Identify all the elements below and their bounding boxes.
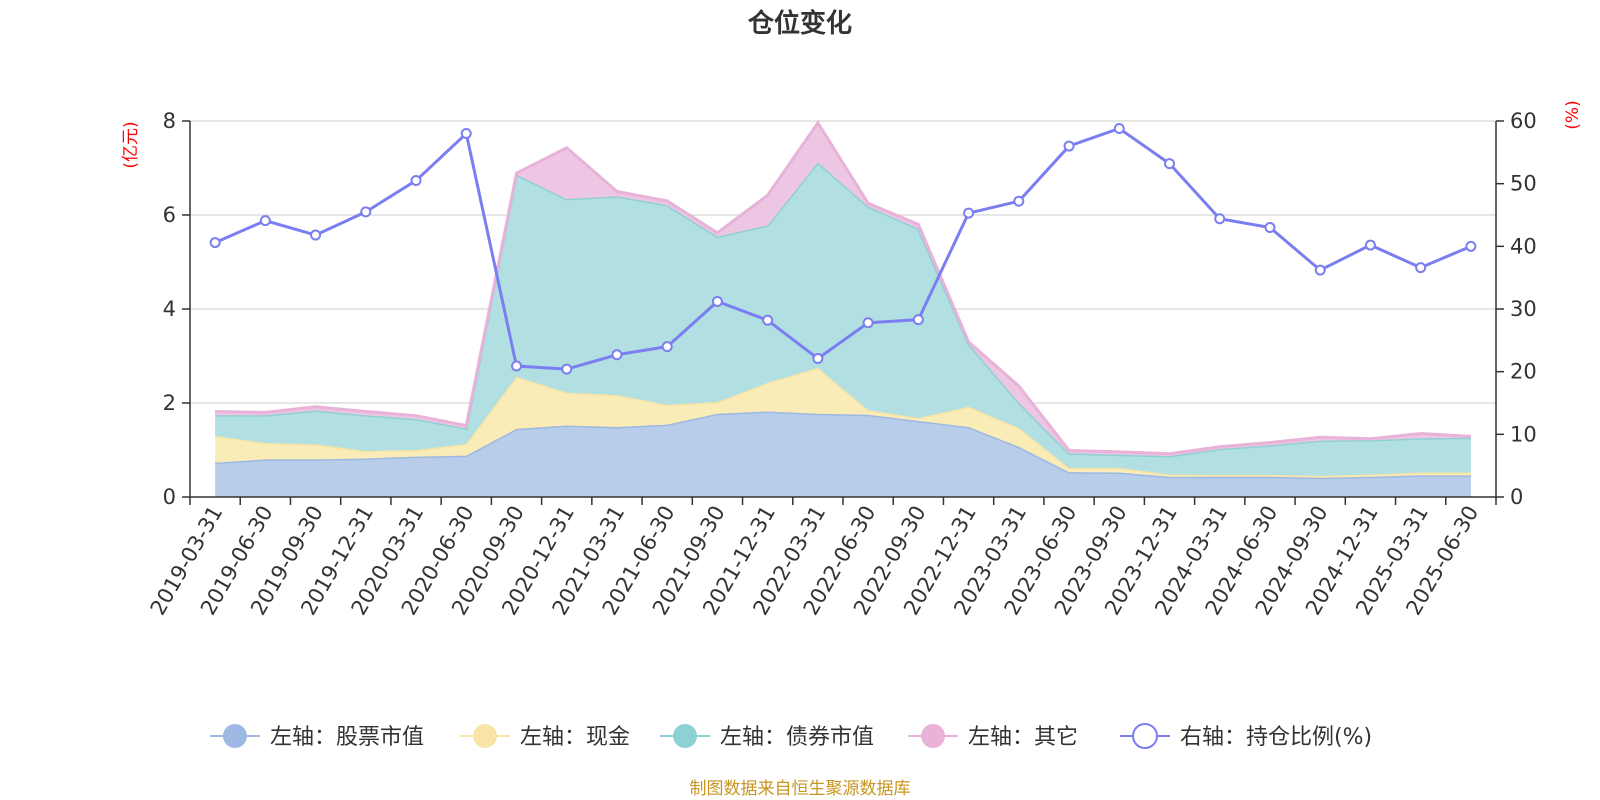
ratio-point-23 — [1364, 239, 1376, 251]
legend-marker-0 — [223, 724, 247, 748]
ratio-point-24 — [1415, 262, 1427, 274]
right-tick-label-2: 20 — [1510, 360, 1537, 384]
legend-marker-2 — [673, 724, 697, 748]
right-tick-label-4: 40 — [1510, 234, 1537, 258]
ratio-point-2 — [310, 229, 322, 241]
legend-label-3: 左轴：其它 — [968, 725, 1078, 750]
ratio-point-16 — [1013, 195, 1025, 207]
area-edge-series-3 — [215, 120, 1471, 456]
ratio-point-5 — [460, 128, 472, 140]
legend-marker-1 — [473, 724, 497, 748]
ratio-point-15 — [963, 207, 975, 219]
ratio-point-13 — [862, 317, 874, 329]
area-series-1 — [215, 367, 1471, 478]
ratio-point-10 — [711, 295, 723, 307]
right-tick-label-0: 0 — [1510, 485, 1523, 509]
ratio-point-18 — [1113, 123, 1125, 135]
legend-label-1: 左轴：现金 — [520, 725, 630, 750]
left-axis-unit: (亿元) — [121, 121, 141, 168]
ratio-line-0 — [214, 126, 1472, 371]
ratio-point-21 — [1264, 222, 1276, 234]
stacked-area-plot — [214, 120, 1471, 497]
right-tick-label-5: 50 — [1510, 172, 1537, 196]
legend-label-2: 左轴：债券市值 — [720, 725, 874, 750]
left-tick-label-2: 4 — [163, 297, 176, 321]
left-tick-label-1: 2 — [163, 391, 176, 415]
ratio-point-22 — [1314, 264, 1326, 276]
ratio-point-19 — [1164, 158, 1175, 170]
legend-label-0: 左轴：股票市值 — [270, 725, 424, 750]
right-tick-label-1: 10 — [1510, 422, 1537, 446]
ratio-point-1 — [259, 215, 271, 227]
ratio-point-3 — [360, 206, 372, 218]
ratio-point-14 — [912, 314, 924, 326]
ratio-point-6 — [511, 360, 522, 372]
legend: 左轴：股票市值 左轴：现金 左轴：债券市值 左轴：其它 右轴：持仓比例(%) — [210, 723, 1372, 750]
area-series-0 — [215, 411, 1471, 497]
left-tick-label-3: 6 — [163, 203, 176, 227]
ratio-point-4 — [410, 175, 422, 187]
ratio-point-8 — [611, 349, 623, 361]
ratio-point-25 — [1465, 240, 1477, 252]
legend-marker-3 — [921, 724, 945, 748]
legend-label-4: 右轴：持仓比例(%) — [1180, 725, 1372, 750]
ratio-point-20 — [1214, 213, 1226, 225]
ratio-point-11 — [762, 314, 774, 326]
chart-title: 仓位变化 — [747, 8, 852, 39]
area-series-2 — [215, 162, 1471, 476]
right-tick-label-6: 60 — [1510, 109, 1537, 133]
ratio-line-plot — [209, 123, 1477, 375]
left-tick-label-0: 0 — [163, 485, 176, 509]
right-axis-unit: (%) — [1563, 100, 1583, 129]
ratio-point-9 — [661, 341, 673, 353]
ratio-point-7 — [561, 363, 573, 375]
data-source-note: 制图数据来自恒生聚源数据库 — [690, 779, 911, 799]
left-tick-label-4: 8 — [163, 109, 176, 133]
ratio-point-17 — [1063, 140, 1075, 152]
ratio-point-0 — [209, 237, 221, 249]
right-tick-label-3: 30 — [1510, 297, 1537, 321]
legend-marker-4 — [1132, 723, 1158, 749]
ratio-point-12 — [812, 353, 824, 365]
